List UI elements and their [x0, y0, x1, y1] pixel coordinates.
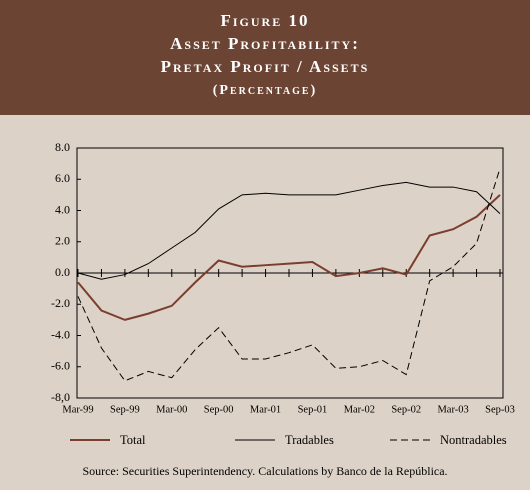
- x-tick-label: Sep-03: [485, 404, 515, 415]
- series-line: [77, 181, 501, 280]
- source-note: Source: Securities Superintendency. Calc…: [82, 464, 447, 478]
- y-tick-label: 2.0: [55, 234, 70, 248]
- x-tick-label: Sep-02: [391, 404, 421, 415]
- chart-subtitle: (Percentage): [213, 83, 317, 98]
- chart-subtitle: Asset Profitability:: [170, 34, 360, 53]
- y-tick-label: 6.0: [55, 171, 70, 185]
- x-tick-label: Sep-01: [298, 404, 328, 415]
- x-tick-label: Mar-99: [62, 404, 93, 415]
- y-tick-label: -8,0: [51, 390, 70, 404]
- x-tick-label: Mar-02: [344, 404, 375, 415]
- y-tick-label: -2.0: [51, 296, 70, 310]
- legend-label: Tradables: [285, 433, 334, 447]
- x-tick-label: Mar-00: [156, 404, 187, 415]
- y-tick-label: 0.0: [55, 265, 70, 279]
- x-tick-label: Sep-00: [204, 404, 234, 415]
- x-tick-label: Mar-01: [250, 404, 281, 415]
- y-tick-label: -4.0: [51, 327, 70, 341]
- chart-subtitle: Pretax Profit / Assets: [161, 57, 370, 76]
- series-line: [77, 194, 501, 321]
- legend-label: Nontradables: [440, 433, 507, 447]
- series-line: [77, 168, 501, 382]
- x-tick-label: Sep-99: [110, 404, 140, 415]
- y-tick-label: 8.0: [55, 140, 70, 154]
- legend-label: Total: [120, 433, 146, 447]
- y-tick-label: -6.0: [51, 359, 70, 373]
- header-band: [0, 0, 530, 115]
- x-tick-label: Mar-03: [437, 404, 468, 415]
- y-tick-label: 4.0: [55, 202, 70, 216]
- chart-title: Figure 10: [221, 11, 310, 30]
